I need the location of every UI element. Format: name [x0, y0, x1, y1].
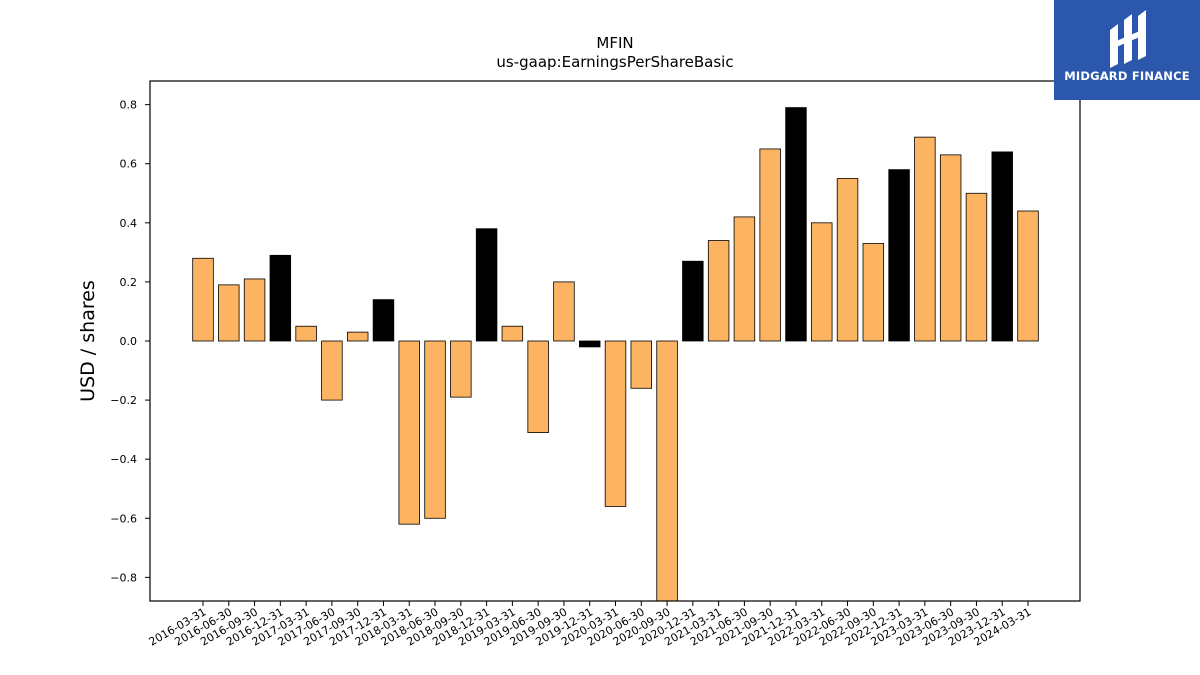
bar-2023-09-30: [965, 192, 988, 342]
bar-2021-12-31: [785, 107, 807, 342]
bar-2019-06-30: [527, 340, 549, 433]
bar-2020-03-31: [604, 340, 627, 507]
bar-2018-03-31: [398, 340, 420, 525]
bars: [192, 107, 1039, 601]
bar-2024-03-31: [1017, 210, 1039, 342]
bar-2018-12-31: [475, 228, 498, 342]
y-tick-label: −0.6: [110, 512, 137, 525]
bar-2019-09-30: [553, 281, 575, 342]
bar-2017-12-31: [372, 299, 395, 342]
bar-2022-03-31: [811, 222, 833, 342]
bar-2019-12-31: [579, 340, 601, 348]
y-tick-label: −0.4: [110, 453, 137, 466]
bar-2021-03-31: [707, 240, 730, 342]
bar-2020-12-31: [682, 260, 704, 342]
y-tick-label: 0.0: [120, 335, 138, 348]
y-tick-label: 0.2: [120, 276, 138, 289]
bar-2020-06-30: [630, 340, 652, 389]
bar-2022-12-31: [888, 169, 910, 342]
plot-frame: [149, 80, 1081, 602]
y-axis: −0.8 −0.6 −0.4 −0.2 0.0 0.2 0.4 0.6 0.8: [110, 99, 150, 584]
y-tick-label: 0.4: [120, 217, 138, 230]
bar-2016-06-30: [218, 284, 240, 342]
bar-2021-06-30: [733, 216, 756, 342]
brand-logo: MIDGARD FINANCE: [1054, 0, 1200, 100]
x-axis: 2016-03-312016-06-302016-09-302016-12-31…: [147, 601, 1034, 649]
bar-2023-06-30: [939, 154, 962, 342]
y-tick-label: 0.8: [120, 99, 138, 112]
brand-name: MIDGARD FINANCE: [1064, 69, 1190, 83]
bar-2020-09-30: [656, 340, 678, 601]
bar-2022-06-30: [836, 178, 859, 342]
bar-2017-09-30: [346, 331, 369, 342]
bar-2022-09-30: [862, 243, 885, 342]
bar-2023-03-31: [914, 136, 936, 342]
bar-2017-03-31: [295, 325, 317, 342]
chart-title: MFIN: [596, 34, 633, 52]
midgard-finance-logo-icon: [1110, 10, 1146, 68]
bar-2017-06-30: [321, 340, 343, 401]
bar-2019-03-31: [501, 325, 524, 342]
bar-2021-09-30: [759, 148, 781, 342]
bar-2018-06-30: [424, 340, 446, 519]
bar-2023-12-31: [991, 151, 1013, 342]
y-tick-label: −0.8: [110, 571, 137, 584]
bar-2016-12-31: [269, 254, 292, 342]
y-tick-label: 0.6: [120, 158, 138, 171]
bar-2016-03-31: [192, 257, 214, 342]
chart-subtitle: us-gaap:EarningsPerShareBasic: [496, 53, 733, 71]
bar-2018-09-30: [450, 340, 472, 398]
y-tick-label: −0.2: [110, 394, 137, 407]
y-axis-label: USD / shares: [77, 280, 99, 402]
bar-2016-09-30: [243, 278, 266, 342]
